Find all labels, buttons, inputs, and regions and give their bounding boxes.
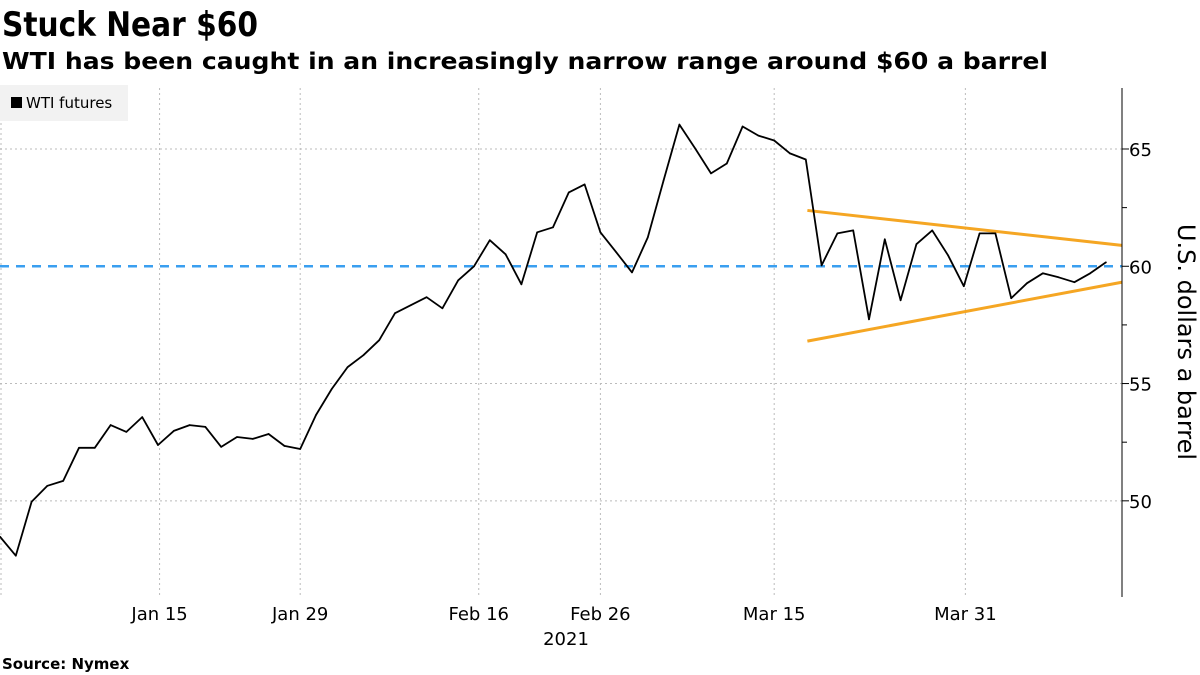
data-point <box>836 232 839 235</box>
data-point <box>62 480 64 482</box>
data-point <box>978 232 981 235</box>
data-point <box>220 446 222 448</box>
data-point <box>315 414 317 416</box>
data-point <box>615 251 617 253</box>
trend-line-upper <box>807 208 1122 247</box>
data-point <box>868 318 870 321</box>
y-axis: 50 55 60 65 <box>1121 88 1152 597</box>
data-point <box>757 134 760 137</box>
x-axis: Jan 15 Jan 29 Feb 16 Feb 26 Mar 15 Mar 31 <box>130 604 996 625</box>
x-tick-label: Feb 16 <box>448 604 509 625</box>
data-point <box>536 231 538 234</box>
data-point <box>678 123 681 126</box>
chart-subtitle: WTI has been caught in an increasingly n… <box>2 49 1048 75</box>
data-point <box>78 447 80 449</box>
data-point <box>662 179 665 182</box>
data-point <box>441 307 444 310</box>
data-point <box>252 438 254 440</box>
data-point <box>852 229 854 232</box>
series-line-wti-futures <box>0 123 1107 557</box>
data-point <box>299 448 302 450</box>
y-tick-label: 60 <box>1129 257 1152 278</box>
data-point <box>520 283 523 286</box>
data-point <box>773 139 775 142</box>
series-group <box>0 123 1107 557</box>
data-point <box>789 152 791 155</box>
x-tick-label: Mar 31 <box>934 604 997 625</box>
grid <box>0 88 1122 597</box>
y-tick-label: 50 <box>1129 492 1152 513</box>
data-point <box>346 366 349 368</box>
data-point <box>599 231 602 234</box>
legend-swatch <box>11 97 22 108</box>
data-point <box>805 158 807 161</box>
data-point <box>267 433 270 435</box>
data-point <box>94 447 96 449</box>
data-point <box>204 426 207 428</box>
data-point <box>283 445 286 447</box>
data-point <box>362 354 365 356</box>
x-tick-label: Jan 29 <box>271 604 328 625</box>
data-point <box>1010 297 1012 299</box>
data-point <box>188 424 191 426</box>
data-point <box>710 172 712 175</box>
data-point <box>741 125 744 128</box>
data-point <box>931 229 933 232</box>
data-point <box>884 238 886 241</box>
data-point <box>125 431 128 433</box>
data-point <box>994 232 997 235</box>
data-point <box>378 339 381 341</box>
data-point <box>410 304 412 307</box>
data-point <box>963 285 965 288</box>
data-point <box>1057 276 1060 279</box>
data-point <box>489 239 491 242</box>
data-point <box>236 436 238 438</box>
y-tick-label: 55 <box>1129 375 1152 396</box>
data-point <box>1042 272 1044 275</box>
data-point <box>15 554 17 557</box>
x-axis-label: 2021 <box>543 629 589 650</box>
data-point <box>631 271 633 274</box>
data-point <box>568 191 570 194</box>
data-point <box>647 236 649 239</box>
data-point <box>899 299 902 302</box>
data-point <box>1026 282 1028 284</box>
data-point <box>504 253 507 256</box>
x-tick-label: Mar 15 <box>743 604 806 625</box>
y-tick-label: 65 <box>1129 140 1152 161</box>
data-point <box>583 183 586 186</box>
data-point <box>1089 272 1091 275</box>
data-point <box>1105 261 1107 264</box>
data-point <box>109 424 112 426</box>
legend: WTI futures <box>0 85 128 121</box>
data-point <box>1073 281 1076 284</box>
data-point <box>157 444 159 446</box>
trend-lines <box>807 208 1123 343</box>
y-axis-label: U.S. dollars a barrel <box>1172 224 1200 460</box>
data-point <box>473 265 475 268</box>
data-point <box>173 430 175 432</box>
data-point <box>0 535 1 538</box>
data-point <box>141 416 143 418</box>
data-point <box>820 264 823 267</box>
trend-line-lower <box>807 280 1123 343</box>
data-point <box>425 296 428 299</box>
data-point <box>457 279 460 282</box>
data-point <box>46 485 49 487</box>
x-tick-label: Jan 15 <box>130 604 187 625</box>
data-point <box>726 162 728 165</box>
data-point <box>394 312 396 314</box>
data-point <box>947 254 949 257</box>
chart-title: Stuck Near $60 <box>2 5 258 45</box>
legend-label: WTI futures <box>26 94 112 112</box>
data-point <box>331 388 333 390</box>
x-tick-label: Feb 26 <box>570 604 631 625</box>
source-note: Source: Nymex <box>2 655 130 673</box>
data-point <box>552 226 554 229</box>
data-point <box>30 500 33 503</box>
data-point <box>694 147 696 150</box>
data-point <box>915 243 918 246</box>
